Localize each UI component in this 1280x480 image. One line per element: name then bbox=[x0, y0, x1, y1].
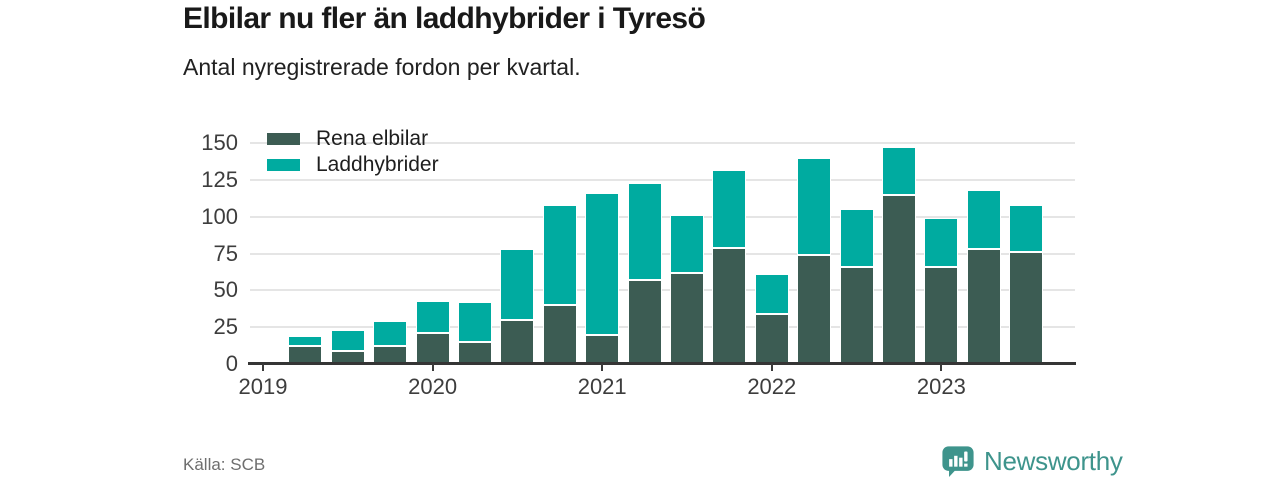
bar-segment-laddhybrider[interactable] bbox=[754, 274, 789, 314]
chart-subtitle: Antal nyregistrerade fordon per kvartal. bbox=[183, 54, 581, 80]
bar-segment-laddhybrider[interactable] bbox=[966, 190, 1001, 250]
bar-segment-elbilar[interactable] bbox=[627, 280, 662, 364]
bar-segment-elbilar[interactable] bbox=[542, 305, 577, 364]
y-axis-label-75: 75 bbox=[213, 240, 238, 266]
bar-segment-laddhybrider[interactable] bbox=[415, 300, 450, 334]
chart-legend: Rena elbilar Laddhybrider bbox=[267, 126, 439, 178]
bar-segment-elbilar[interactable] bbox=[754, 313, 789, 364]
y-axis-label-0: 0 bbox=[225, 351, 238, 376]
bar-segment-laddhybrider[interactable] bbox=[373, 321, 408, 347]
bar-segment-laddhybrider[interactable] bbox=[839, 209, 874, 267]
x-axis-label-2019: 2019 bbox=[238, 374, 288, 399]
gridline-100 bbox=[250, 215, 1075, 218]
bar-segment-elbilar[interactable] bbox=[500, 319, 535, 364]
bar-segment-laddhybrider[interactable] bbox=[670, 215, 704, 273]
y-axis-label-150: 150 bbox=[201, 130, 238, 155]
bar-segment-elbilar[interactable] bbox=[585, 334, 620, 364]
bar-segment-laddhybrider[interactable] bbox=[542, 204, 577, 306]
x-axis-tick-2019 bbox=[262, 364, 264, 371]
bar-segment-laddhybrider[interactable] bbox=[882, 147, 916, 195]
bar-segment-elbilar[interactable] bbox=[415, 333, 450, 364]
legend-label-rena-elbilar: Rena elbilar bbox=[316, 127, 429, 150]
x-axis-label-2020: 2020 bbox=[408, 374, 458, 399]
bar-segment-laddhybrider[interactable] bbox=[585, 193, 620, 335]
plot-area: Rena elbilar Laddhybrider 0 25 50 75 100 125 1… bbox=[201, 127, 1076, 399]
x-axis-tick-2023 bbox=[940, 364, 943, 371]
gridline-150 bbox=[250, 142, 1075, 144]
bar-segment-elbilar[interactable] bbox=[797, 254, 832, 364]
legend-item-rena-elbilar: Rena elbilar bbox=[267, 126, 439, 152]
newsworthy-wordmark: Newsworthy bbox=[984, 445, 1123, 476]
legend-swatch-rena-elbilar bbox=[267, 133, 300, 145]
bar-segment-laddhybrider[interactable] bbox=[330, 330, 365, 351]
bar-segment-elbilar[interactable] bbox=[712, 247, 747, 364]
legend-item-laddhybrider: Laddhybrider bbox=[267, 152, 439, 178]
x-axis-label-2022: 2022 bbox=[747, 374, 797, 399]
bar-segment-laddhybrider[interactable] bbox=[458, 302, 492, 342]
bar-segment-laddhybrider[interactable] bbox=[288, 336, 323, 347]
legend-label-laddhybrider: Laddhybrider bbox=[316, 153, 439, 176]
y-axis-label-125: 125 bbox=[201, 166, 238, 192]
bar-segment-elbilar[interactable] bbox=[839, 266, 874, 364]
bar-segment-elbilar[interactable] bbox=[670, 272, 704, 364]
bar-segment-laddhybrider[interactable] bbox=[712, 169, 747, 248]
y-axis-label-25: 25 bbox=[213, 314, 238, 340]
newsworthy-logo-icon bbox=[942, 446, 974, 478]
y-axis-label-100: 100 bbox=[201, 203, 238, 229]
bar-segment-elbilar[interactable] bbox=[1009, 252, 1044, 364]
bar-segment-laddhybrider[interactable] bbox=[924, 218, 959, 267]
gridline-50 bbox=[250, 289, 1075, 292]
x-axis-label-2023: 2023 bbox=[916, 374, 966, 399]
gridline-25 bbox=[250, 326, 1075, 329]
bar-segment-laddhybrider[interactable] bbox=[500, 249, 535, 320]
bar-segment-laddhybrider[interactable] bbox=[1009, 204, 1044, 253]
gridline-125 bbox=[250, 178, 1075, 181]
x-axis-tick-2021 bbox=[601, 364, 604, 371]
legend-swatch-laddhybrider bbox=[267, 159, 300, 171]
bar-segment-laddhybrider[interactable] bbox=[797, 157, 832, 255]
bar-segment-laddhybrider[interactable] bbox=[627, 182, 662, 281]
y-axis-label-50: 50 bbox=[213, 277, 238, 303]
bar-segment-elbilar[interactable] bbox=[924, 266, 959, 364]
source-note: Källa: SCB bbox=[183, 455, 266, 474]
x-axis-tick-2020 bbox=[431, 364, 434, 371]
chart-title: Elbilar nu fler än laddhybrider i Tyresö bbox=[183, 2, 706, 35]
x-axis-line bbox=[248, 362, 1076, 365]
x-axis-label-2021: 2021 bbox=[577, 374, 627, 399]
bar-segment-elbilar[interactable] bbox=[966, 249, 1001, 364]
x-axis-tick-2022 bbox=[770, 364, 773, 371]
gridline-75 bbox=[250, 252, 1075, 255]
bar-segment-elbilar[interactable] bbox=[882, 194, 916, 364]
newsworthy-logo[interactable]: Newsworthy bbox=[941, 444, 1123, 478]
bar-segment-elbilar[interactable] bbox=[458, 341, 492, 364]
